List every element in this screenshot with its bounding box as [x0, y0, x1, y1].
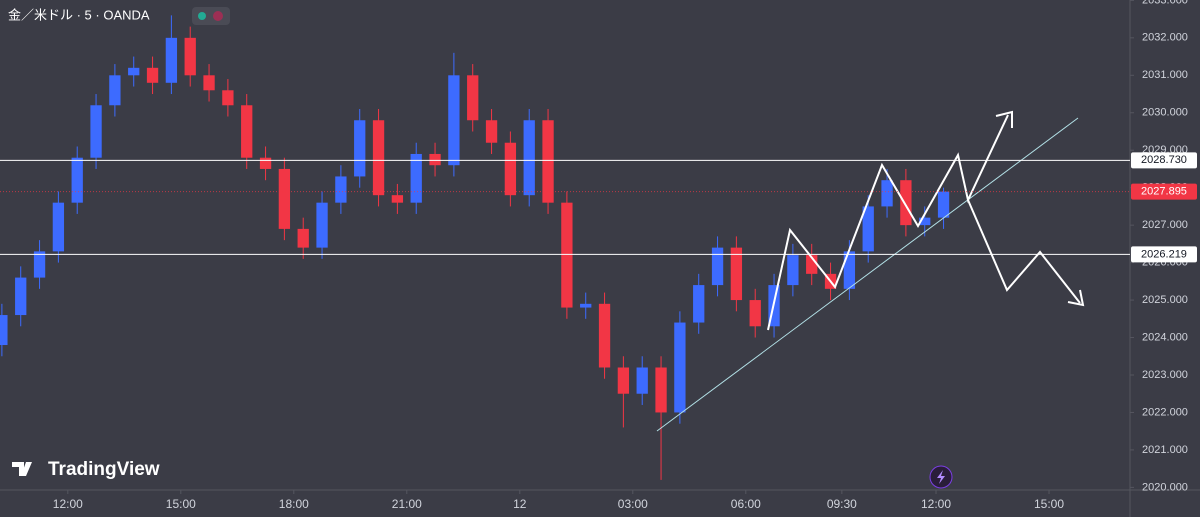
y-tick-label: 2027.000 — [1142, 219, 1188, 231]
y-tick-label: 2025.000 — [1142, 294, 1188, 306]
candle-body — [0, 315, 8, 346]
candle-body — [843, 251, 856, 289]
candle-body — [184, 37, 196, 76]
candle-body — [485, 120, 498, 143]
candle-body — [241, 105, 253, 158]
x-tick-label: 21:00 — [392, 497, 422, 511]
x-tick-label: 18:00 — [279, 497, 309, 511]
y-tick-label: 2020.000 — [1142, 481, 1188, 493]
status-dot — [198, 12, 206, 20]
candle-body — [146, 67, 159, 83]
candle-body — [391, 195, 404, 203]
candle-body — [749, 300, 761, 327]
price-label: 2028.730 — [1141, 154, 1187, 166]
candle-body — [354, 120, 366, 177]
candle-body — [15, 277, 27, 316]
x-tick-label: 12 — [513, 497, 527, 511]
price-label: 2026.219 — [1141, 248, 1187, 260]
candle-body — [33, 251, 46, 278]
candle-body — [580, 303, 592, 308]
candle-body — [316, 202, 328, 248]
x-tick-label: 12:00 — [921, 497, 951, 511]
candle-body — [919, 217, 931, 226]
candle-body — [693, 285, 705, 323]
candle-body — [542, 120, 554, 203]
event-bolt — [937, 470, 945, 484]
candle-body — [90, 105, 102, 158]
candle-body — [598, 303, 611, 368]
status-badge — [192, 7, 230, 25]
candle-body — [259, 157, 272, 169]
candle-body — [881, 180, 893, 207]
x-tick-label: 15:00 — [166, 497, 196, 511]
logo-text: TradingView — [48, 459, 160, 480]
candle-body — [900, 180, 912, 226]
scenario-down — [967, 199, 1081, 304]
candle-body — [335, 176, 347, 203]
price-label-box — [1131, 246, 1197, 263]
y-tick-label: 2031.000 — [1142, 69, 1188, 81]
candle-body — [655, 367, 667, 413]
x-tick-label: 09:30 — [827, 497, 857, 511]
y-tick-label: 2032.000 — [1142, 32, 1188, 44]
price-label-box — [1131, 152, 1197, 169]
candle-body — [109, 75, 121, 106]
x-tick-label: 15:00 — [1034, 497, 1064, 511]
x-tick-label: 03:00 — [618, 497, 648, 511]
arrow-head — [995, 110, 1013, 128]
y-tick-label: 2023.000 — [1142, 369, 1188, 381]
x-tick-label: 06:00 — [731, 497, 761, 511]
candle-body — [52, 202, 65, 252]
candle-body — [787, 255, 799, 286]
candle-body — [71, 157, 83, 203]
trend-line — [656, 117, 1079, 432]
candle-body — [617, 367, 630, 394]
candle-body — [128, 67, 140, 76]
candle-body — [674, 322, 686, 413]
candle-body — [203, 75, 215, 91]
candle-body — [429, 153, 441, 166]
candle-body — [504, 142, 517, 196]
y-tick-label: 2022.000 — [1142, 406, 1188, 418]
candle-body — [297, 228, 309, 248]
status-dot — [213, 11, 223, 21]
candle-body — [222, 90, 234, 106]
y-tick-label: 2021.000 — [1142, 444, 1188, 456]
candle-body — [937, 191, 950, 218]
chart-title: 金／米ドル · 5 · OANDA — [8, 7, 150, 22]
logo-icon — [12, 462, 32, 476]
y-tick-label: 2024.000 — [1142, 331, 1188, 343]
x-tick-label: 12:00 — [53, 497, 83, 511]
candle-body — [165, 37, 178, 83]
y-tick-label: 2033.000 — [1142, 0, 1188, 6]
scenario-up — [767, 114, 1009, 331]
last-price-box — [1131, 183, 1197, 200]
candle-body — [523, 120, 535, 196]
candle-body — [636, 367, 648, 394]
candle-body — [372, 120, 385, 196]
y-tick-label: 2030.000 — [1142, 107, 1188, 119]
candle-body — [448, 75, 460, 166]
candle-body — [467, 75, 479, 121]
candle-body — [410, 153, 422, 203]
candle-body — [806, 255, 818, 274]
candle-body — [561, 202, 573, 308]
candle-body — [730, 247, 743, 301]
candle-body — [862, 206, 874, 252]
candle-body — [278, 168, 291, 229]
last-price-label: 2027.895 — [1141, 186, 1187, 198]
arrow-head — [1067, 289, 1085, 307]
candle-body — [711, 247, 724, 286]
plot — [0, 15, 950, 480]
